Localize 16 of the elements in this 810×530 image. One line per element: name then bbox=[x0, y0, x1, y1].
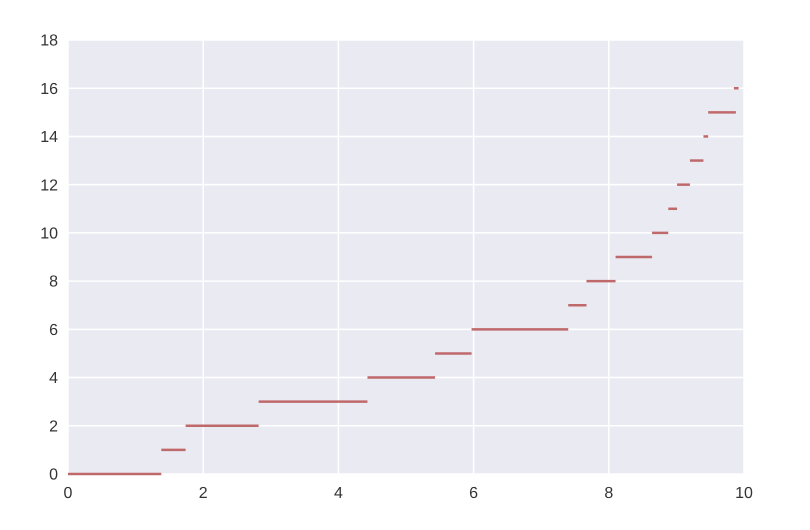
y-tick-label: 14 bbox=[40, 129, 58, 146]
y-tick-label: 4 bbox=[49, 370, 58, 388]
y-tick-label: 0 bbox=[49, 466, 58, 484]
y-tick-label: 10 bbox=[40, 225, 58, 242]
y-tick-label: 18 bbox=[40, 32, 58, 50]
x-tick-label: 10 bbox=[735, 485, 753, 502]
x-tick-label: 0 bbox=[64, 485, 73, 502]
x-tick-label: 6 bbox=[469, 485, 478, 502]
y-tick-label: 12 bbox=[40, 177, 58, 194]
x-tick-label: 4 bbox=[334, 485, 343, 502]
y-tick-label: 16 bbox=[40, 80, 58, 98]
y-tick-label: 8 bbox=[49, 274, 58, 291]
y-tick-label: 2 bbox=[49, 418, 58, 436]
x-tick-label: 8 bbox=[604, 485, 614, 502]
x-tick-label: 2 bbox=[198, 485, 208, 502]
y-tick-label: 6 bbox=[49, 322, 58, 339]
